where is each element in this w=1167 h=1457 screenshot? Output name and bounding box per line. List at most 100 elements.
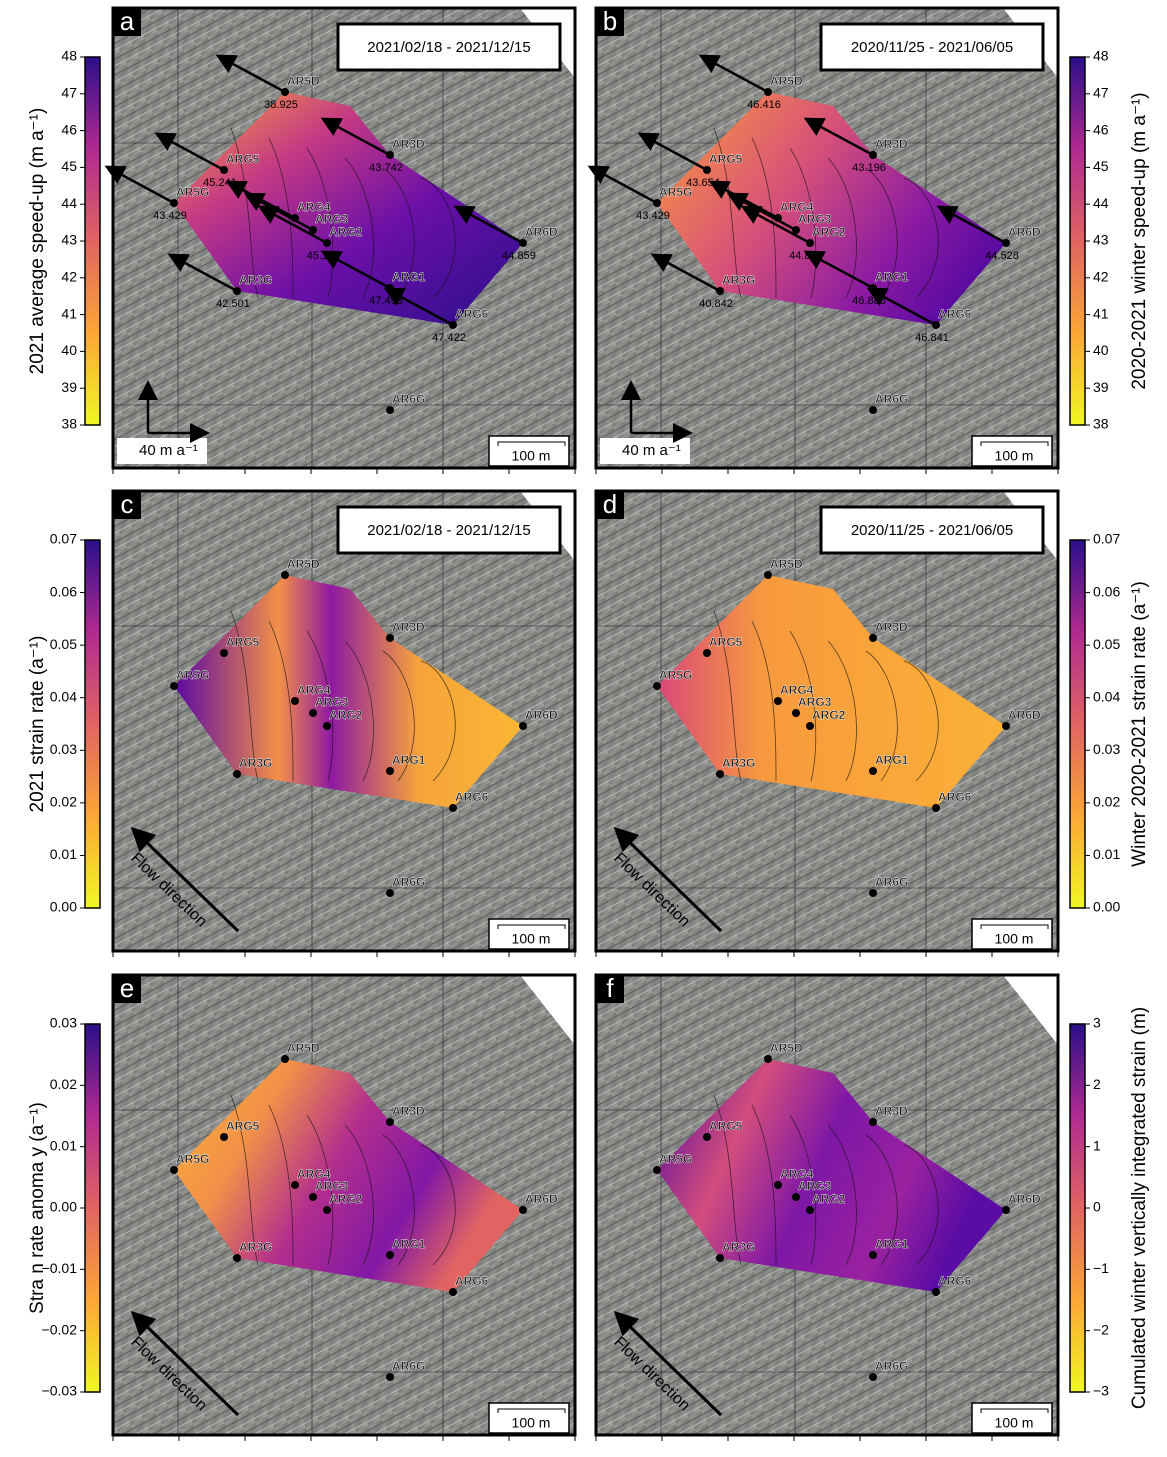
station-label: ARG6 <box>938 307 972 321</box>
station <box>281 88 289 96</box>
colorbar-tick-label: 0.03 <box>1093 741 1120 757</box>
panel: f100 mAR5DAR3DARG5AR5GARG4ARG3ARG2AR6DAR… <box>596 973 1058 1441</box>
station <box>281 571 289 579</box>
station-label: AR6D <box>1008 225 1041 239</box>
station-value: 46.416 <box>747 99 781 111</box>
station <box>220 649 228 657</box>
station <box>764 88 772 96</box>
station <box>386 1251 394 1259</box>
station <box>869 1251 877 1259</box>
station <box>233 1254 241 1262</box>
colorbar-label: Cumulated winter vertically integrated s… <box>1129 1007 1150 1409</box>
station-label: AR5G <box>176 1152 209 1166</box>
station-label: ARG5 <box>709 1119 743 1133</box>
station-label: ARG6 <box>455 1274 489 1288</box>
colorbar-tick-label: 44 <box>61 195 77 211</box>
station-label: AR3G <box>239 1240 272 1254</box>
station-label: ARG1 <box>392 270 426 284</box>
station-label: ARG2 <box>329 225 363 239</box>
station <box>519 239 527 247</box>
colorbar-label: 2021 average speed-up (m a⁻¹) <box>27 108 48 375</box>
station-label: AR5D <box>287 557 320 571</box>
station <box>323 722 331 730</box>
station <box>869 151 877 159</box>
station-label: AR5G <box>659 185 692 199</box>
station-label: AR6G <box>392 392 425 406</box>
station <box>323 1206 331 1214</box>
colorbar-tick-label: 47 <box>1093 85 1109 101</box>
station-label: AR3G <box>239 756 272 770</box>
colorbar-tick-label: 40 <box>61 342 77 358</box>
station <box>703 1133 711 1141</box>
station-label: AR6D <box>1008 708 1041 722</box>
panel: b2020/11/25 - 2021/06/05100 mAR5D46.416A… <box>592 6 1058 474</box>
station-label: ARG1 <box>392 1237 426 1251</box>
station <box>519 1206 527 1214</box>
station <box>170 199 178 207</box>
colorbar-tick-label: 41 <box>61 305 77 321</box>
station <box>220 166 228 174</box>
colorbar-label: 2021 strain rate (a⁻¹) <box>27 636 48 813</box>
station-label: AR5D <box>770 74 803 88</box>
velocity-scale-label: 40 m a⁻¹ <box>622 442 681 459</box>
panel: e100 mAR5DAR3DARG5AR5GARG4ARG3ARG2AR6DAR… <box>113 973 575 1441</box>
panel-letter: a <box>120 6 135 36</box>
colorbar-label: Stra n rate anoma y (a⁻¹) <box>27 1102 48 1314</box>
station-value: 44.528 <box>985 250 1019 262</box>
colorbar-tick-label: 48 <box>61 48 77 64</box>
station-label: AR5G <box>659 668 692 682</box>
station-value: 45.112 <box>307 250 340 262</box>
colorbar <box>1070 540 1085 908</box>
colorbar-tick-label: 0.00 <box>50 899 77 915</box>
colorbar-tick-label: 47 <box>61 85 77 101</box>
colorbar-tick-label: 39 <box>61 379 77 395</box>
station <box>869 1118 877 1126</box>
colorbar-tick-label: 0.02 <box>50 794 77 810</box>
colorbar-tick-label: 48 <box>1093 48 1109 64</box>
station-label: AR3D <box>392 137 425 151</box>
station-label: AR3G <box>722 1240 755 1254</box>
date-label: 2020/11/25 - 2021/06/05 <box>851 522 1013 539</box>
station <box>653 1166 661 1174</box>
station <box>703 166 711 174</box>
station-label: ARG1 <box>875 1237 909 1251</box>
colorbar-tick-label: 0.05 <box>50 636 77 652</box>
colorbar-tick-label: −1 <box>1093 1260 1109 1276</box>
station <box>323 239 331 247</box>
station-label: AR5D <box>770 557 803 571</box>
station <box>291 697 299 705</box>
station-label: ARG2 <box>812 708 846 722</box>
panel: a2021/02/18 - 2021/12/15100 mAR5D38.925A… <box>109 6 575 474</box>
station <box>869 1373 877 1381</box>
colorbar-tick-label: 0.01 <box>1093 846 1120 862</box>
station-label: ARG3 <box>315 1179 349 1193</box>
station-label: AR3D <box>392 620 425 634</box>
station <box>170 1166 178 1174</box>
station-label: AR6G <box>875 392 908 406</box>
station-value: 46.886 <box>852 295 886 307</box>
station-value: 40.842 <box>699 298 733 310</box>
colorbar-tick-label: 0.02 <box>1093 794 1120 810</box>
station <box>716 1254 724 1262</box>
scale-label: 100 m <box>512 448 551 464</box>
station <box>932 321 940 329</box>
panel: c2021/02/18 - 2021/12/15100 mAR5DAR3DARG… <box>113 489 575 957</box>
date-label: 2021/02/18 - 2021/12/15 <box>367 39 530 56</box>
station <box>449 321 457 329</box>
station <box>932 804 940 812</box>
colorbar-tick-label: 2 <box>1093 1076 1101 1092</box>
station-label: ARG6 <box>455 790 489 804</box>
station <box>774 1181 782 1189</box>
station-label: AR5G <box>176 185 209 199</box>
station <box>386 634 394 642</box>
station <box>386 1373 394 1381</box>
station-label: AR5G <box>176 668 209 682</box>
station-label: AR3G <box>239 273 272 287</box>
colorbar-tick-label: 0.06 <box>1093 583 1120 599</box>
station <box>764 1055 772 1063</box>
colorbar-label: 2020-2021 winter speed-up (m a⁻¹) <box>1129 92 1150 389</box>
station-label: AR3D <box>392 1104 425 1118</box>
station <box>869 889 877 897</box>
panel-letter: d <box>603 489 617 519</box>
station-label: AR5G <box>659 1152 692 1166</box>
